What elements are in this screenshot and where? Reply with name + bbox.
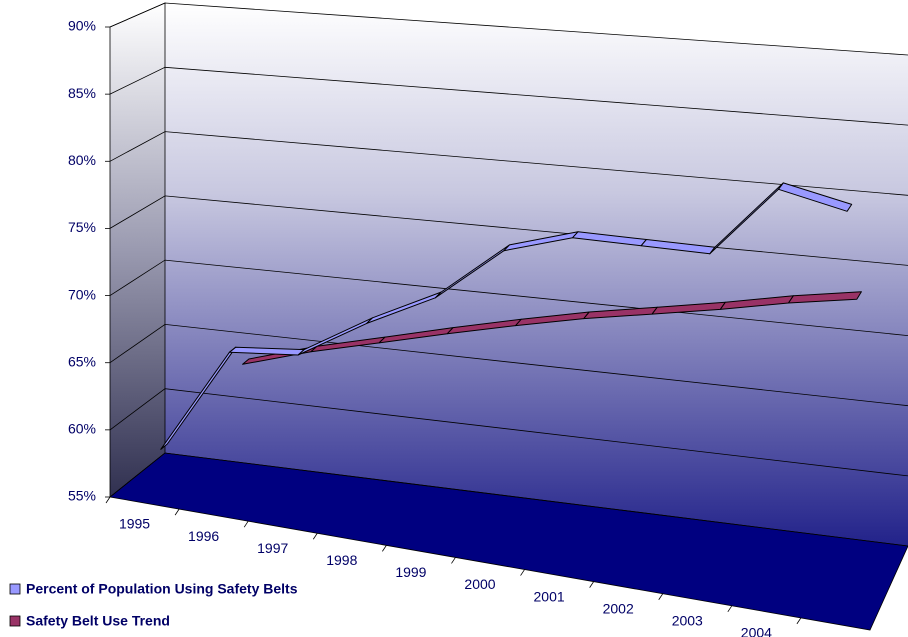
x-tick-mark: [243, 520, 249, 528]
x-tick-mark: [451, 557, 456, 564]
x-tick-label: 1999: [395, 564, 426, 580]
x-tick-label: 1996: [188, 528, 219, 544]
x-tick-mark: [589, 581, 594, 588]
y-tick-label: 90%: [68, 18, 96, 34]
grid-line: [109, 66, 908, 126]
x-tick-mark: [727, 605, 733, 613]
line-segment: [778, 182, 853, 212]
grid-line: [109, 388, 908, 477]
grid-line: [109, 323, 908, 407]
x-tick-label: 2001: [534, 588, 565, 604]
side-wall: [109, 2, 166, 498]
y-tick-label: 60%: [68, 421, 96, 437]
x-tick-mark: [658, 593, 664, 600]
x-tick-mark: [312, 533, 318, 540]
grid-line: [109, 2, 908, 56]
x-tick-mark: [796, 617, 802, 625]
x-tick-mark: [174, 508, 180, 516]
x-tick-label: 1997: [257, 540, 288, 556]
y-tick-label: 65%: [68, 353, 96, 369]
grid-line: [109, 131, 908, 196]
x-tick-mark: [105, 496, 111, 504]
y-tick-label: 80%: [68, 152, 96, 168]
x-tick-label: 2002: [603, 600, 634, 616]
y-tick-label: 75%: [68, 219, 96, 235]
x-tick-label: 1998: [326, 552, 357, 568]
x-tick-label: 1995: [119, 516, 150, 532]
x-tick-label: 2003: [672, 612, 703, 628]
back-wall: [165, 3, 908, 546]
legend-label: Safety Belt Use Trend: [26, 613, 170, 629]
legend-swatch: [9, 583, 21, 595]
x-tick-mark: [382, 545, 387, 552]
legend: Percent of Population Using Safety Belts…: [9, 581, 298, 629]
x-tick-label: 2004: [741, 625, 772, 637]
line-segment: [788, 291, 862, 304]
legend-swatch: [9, 615, 21, 627]
legend-label: Percent of Population Using Safety Belts: [26, 581, 298, 597]
y-tick-label: 85%: [68, 85, 96, 101]
grid-line: [109, 452, 908, 547]
y-tick-label: 70%: [68, 286, 96, 302]
x-tick-mark: [520, 569, 525, 576]
x-tick-label: 2000: [464, 576, 495, 592]
y-tick-label: 55%: [68, 488, 96, 504]
